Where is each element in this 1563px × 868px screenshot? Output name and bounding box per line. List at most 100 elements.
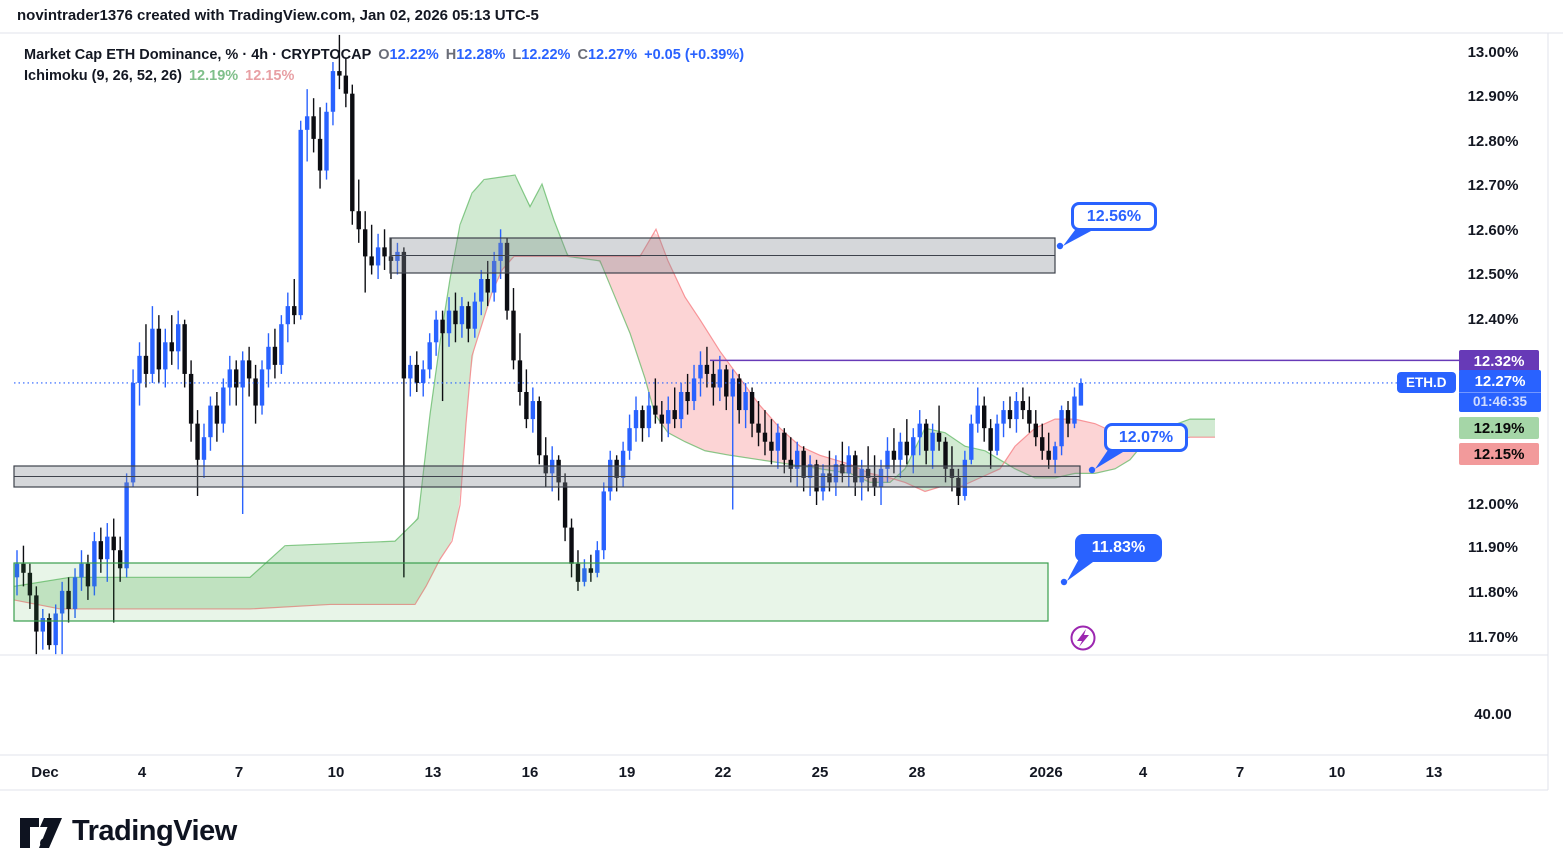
candle-up	[608, 459, 613, 492]
price-tick: 12.40%	[1467, 311, 1519, 328]
candle-up	[698, 364, 703, 379]
time-tick: 19	[618, 764, 636, 781]
candle-up	[14, 563, 20, 578]
candle-down	[653, 405, 658, 415]
candle-down	[769, 441, 774, 451]
candle-up	[433, 319, 439, 343]
indicator-name[interactable]: Ichimoku (9, 26, 52, 26)	[24, 67, 182, 84]
time-tick: 13	[424, 764, 442, 781]
lightning-bolt-glyph	[1077, 629, 1089, 647]
candle-down	[640, 410, 645, 429]
legend-indicator-row[interactable]: Ichimoku (9, 26, 52, 26) 12.19% 12.15%	[24, 65, 744, 86]
candle-up	[975, 405, 980, 424]
candle-down	[337, 71, 342, 76]
candle-up	[459, 306, 465, 325]
candle-up	[601, 491, 606, 551]
bar-countdown: 01:46:35	[1459, 392, 1541, 410]
candle-up	[330, 71, 336, 112]
candle-up	[472, 301, 478, 329]
candle-up	[666, 410, 671, 424]
candle-up	[1001, 410, 1006, 424]
candle-up	[279, 324, 284, 365]
callout-anchor-dot[interactable]	[1060, 578, 1068, 586]
candle-up	[730, 378, 735, 397]
time-tick: 4	[1138, 764, 1148, 781]
candle-up	[1014, 401, 1019, 420]
price-callout-11-83[interactable]: 11.83%	[1075, 534, 1162, 562]
candle-down	[543, 455, 548, 474]
candle-up	[962, 459, 968, 496]
candle-down	[311, 116, 316, 139]
candle-up	[479, 279, 484, 302]
candle-down	[292, 306, 297, 316]
candle-up	[427, 342, 432, 370]
candle-down	[188, 373, 194, 424]
candle-up	[395, 251, 400, 261]
candle-down	[111, 536, 116, 551]
candle-up	[833, 464, 839, 483]
candle-down	[234, 369, 239, 388]
price-callout-12-56[interactable]: 12.56%	[1071, 202, 1157, 231]
time-tick: 4	[137, 764, 147, 781]
legend: Market Cap ETH Dominance, % · 4h · CRYPT…	[24, 44, 744, 86]
candle-down	[485, 279, 490, 293]
candle-up	[743, 392, 748, 411]
candle-down	[66, 590, 71, 609]
candle-down	[762, 432, 768, 442]
candle-down	[272, 346, 278, 365]
candle-down	[343, 75, 349, 94]
price-callout-12-07[interactable]: 12.07%	[1104, 423, 1188, 452]
time-tick: 22	[714, 764, 732, 781]
candle-down	[253, 378, 258, 406]
candle-up	[421, 369, 426, 383]
candle-up	[691, 378, 697, 402]
demand-zone-green[interactable]	[13, 562, 1049, 622]
candle-down	[362, 229, 368, 257]
candle-up	[885, 450, 890, 469]
candle-up	[304, 116, 310, 130]
price-tick: 12.60%	[1467, 222, 1519, 239]
candle-up	[72, 577, 78, 609]
ohlc-low-value: 12.22%	[521, 46, 571, 63]
symbol-title[interactable]: Market Cap ETH Dominance, % · 4h · CRYPT…	[24, 46, 372, 63]
candle-down	[382, 247, 387, 257]
candle-up	[92, 541, 97, 587]
candle-up	[266, 346, 271, 370]
price-tick: 13.00%	[1467, 44, 1519, 61]
candle-down	[853, 455, 858, 483]
tradingview-logo[interactable]: TradingView	[18, 810, 237, 852]
time-tick: 25	[811, 764, 829, 781]
candle-down	[453, 310, 458, 325]
candle-up	[446, 310, 452, 334]
candle-down	[246, 360, 252, 379]
candle-down	[659, 414, 664, 424]
candle-up	[375, 247, 381, 266]
tradingview-logo-icon	[20, 818, 62, 848]
callout-anchor-dot[interactable]	[1056, 242, 1064, 250]
candle-down	[1065, 410, 1071, 424]
candle-down	[1040, 437, 1045, 451]
callout-anchor-dot[interactable]	[1088, 466, 1096, 474]
price-tick: 11.80%	[1467, 584, 1519, 601]
candle-down	[1033, 423, 1038, 438]
callout-tail	[1095, 447, 1123, 469]
candle-down	[782, 432, 787, 460]
candle-up	[1072, 396, 1077, 424]
candle-up	[620, 450, 626, 478]
candle-down	[21, 563, 26, 573]
candle-down	[1007, 410, 1013, 420]
candle-down	[27, 572, 33, 596]
candle-up	[595, 550, 600, 573]
candle-up	[820, 473, 826, 492]
candle-up	[646, 405, 652, 429]
candle-down	[801, 450, 806, 478]
time-tick: 7	[234, 764, 244, 781]
candle-down	[891, 450, 897, 460]
candle-down	[936, 432, 942, 442]
candle-up	[137, 355, 142, 383]
legend-symbol-row[interactable]: Market Cap ETH Dominance, % · 4h · CRYPT…	[24, 44, 744, 65]
candle-up	[775, 432, 781, 451]
candle-up	[163, 342, 168, 370]
